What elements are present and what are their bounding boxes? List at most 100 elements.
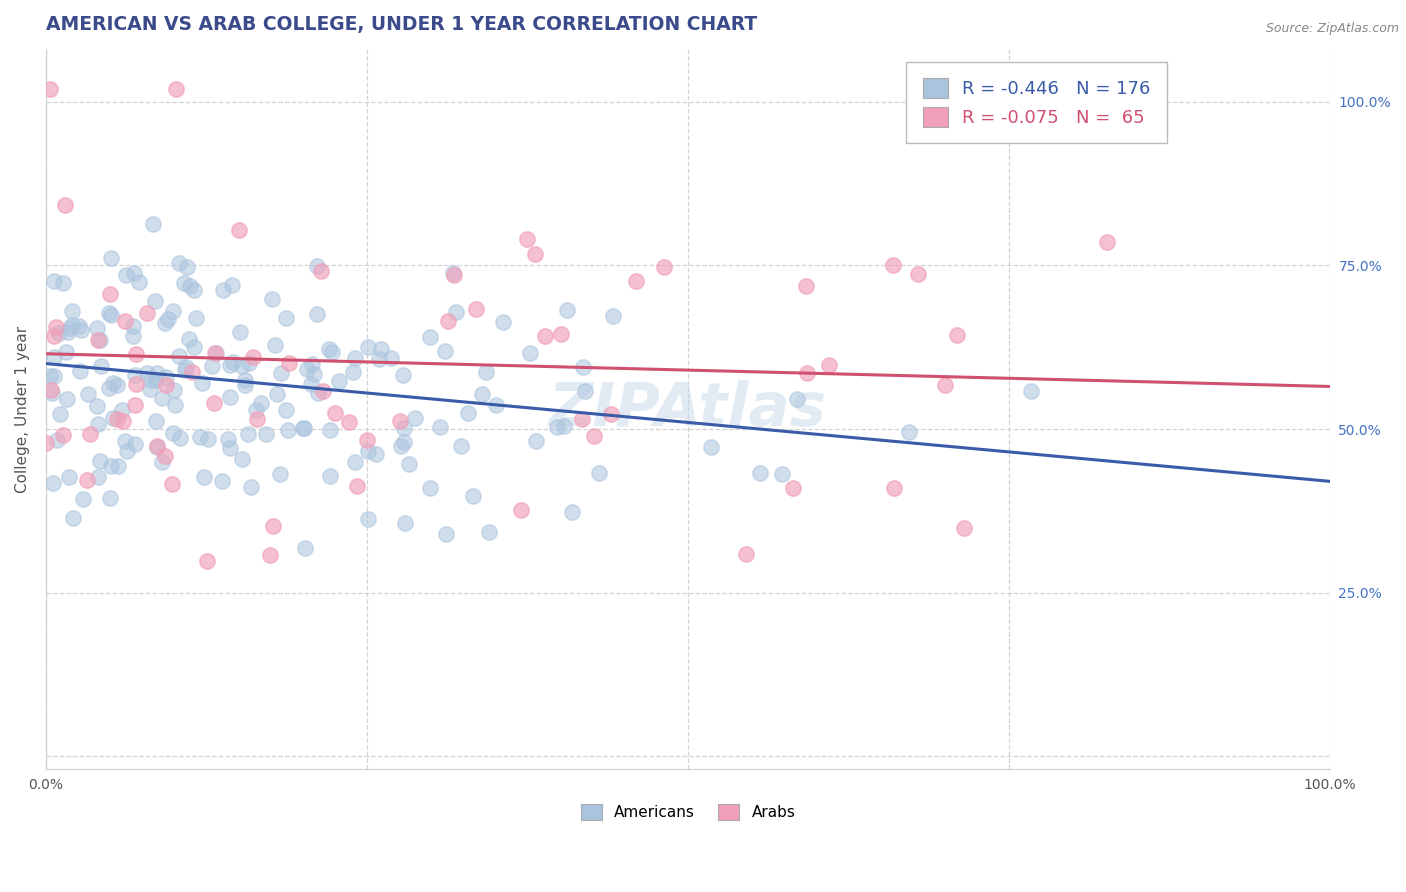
Point bbox=[546, 420, 568, 434]
Point bbox=[770, 467, 793, 481]
Point bbox=[138, 382, 160, 396]
Point bbox=[86, 399, 108, 413]
Point bbox=[443, 268, 465, 283]
Point bbox=[49, 407, 72, 421]
Point bbox=[463, 489, 485, 503]
Point bbox=[176, 359, 198, 374]
Point bbox=[516, 232, 538, 246]
Point bbox=[76, 474, 98, 488]
Point bbox=[602, 309, 624, 323]
Point bbox=[398, 457, 420, 471]
Point bbox=[167, 256, 190, 270]
Point bbox=[259, 549, 281, 563]
Point bbox=[734, 547, 756, 561]
Point bbox=[162, 476, 184, 491]
Point bbox=[114, 314, 136, 328]
Point bbox=[276, 403, 298, 417]
Point bbox=[389, 439, 412, 453]
Point bbox=[167, 350, 190, 364]
Point bbox=[45, 433, 67, 447]
Point bbox=[183, 340, 205, 354]
Point bbox=[142, 217, 165, 231]
Point bbox=[105, 378, 128, 392]
Point bbox=[124, 436, 146, 450]
Point bbox=[56, 325, 79, 339]
Point bbox=[87, 417, 110, 431]
Point bbox=[588, 466, 610, 480]
Point bbox=[162, 303, 184, 318]
Point bbox=[1097, 235, 1119, 249]
Point bbox=[111, 403, 134, 417]
Point bbox=[202, 396, 225, 410]
Point bbox=[394, 516, 416, 530]
Point bbox=[191, 376, 214, 391]
Point bbox=[262, 519, 284, 533]
Point bbox=[217, 432, 239, 446]
Point bbox=[146, 439, 169, 453]
Point bbox=[183, 284, 205, 298]
Point bbox=[305, 259, 328, 273]
Point bbox=[392, 434, 415, 449]
Point bbox=[143, 294, 166, 309]
Point bbox=[100, 309, 122, 323]
Point bbox=[145, 373, 167, 387]
Point bbox=[301, 357, 323, 371]
Point bbox=[571, 412, 593, 426]
Point bbox=[292, 421, 315, 435]
Point bbox=[204, 346, 226, 360]
Point bbox=[155, 378, 177, 392]
Point bbox=[163, 398, 186, 412]
Point bbox=[380, 351, 402, 365]
Point bbox=[98, 491, 121, 505]
Point bbox=[260, 292, 283, 306]
Point bbox=[233, 377, 256, 392]
Point bbox=[582, 429, 605, 443]
Point bbox=[266, 387, 288, 401]
Point bbox=[263, 338, 285, 352]
Point bbox=[368, 352, 391, 367]
Point bbox=[44, 350, 66, 364]
Point bbox=[343, 351, 366, 366]
Point bbox=[231, 451, 253, 466]
Point bbox=[294, 541, 316, 555]
Point bbox=[211, 474, 233, 488]
Point bbox=[122, 266, 145, 280]
Point bbox=[229, 325, 252, 339]
Point bbox=[124, 368, 146, 383]
Point bbox=[150, 391, 173, 405]
Point bbox=[98, 286, 121, 301]
Point bbox=[478, 525, 501, 540]
Point bbox=[193, 470, 215, 484]
Point bbox=[79, 427, 101, 442]
Point bbox=[101, 410, 124, 425]
Point bbox=[67, 318, 90, 333]
Point bbox=[233, 373, 256, 387]
Point bbox=[269, 467, 291, 482]
Point bbox=[184, 311, 207, 326]
Point bbox=[796, 366, 818, 380]
Point bbox=[297, 361, 319, 376]
Point bbox=[441, 266, 464, 280]
Point bbox=[62, 511, 84, 525]
Point bbox=[180, 365, 202, 379]
Point bbox=[277, 423, 299, 437]
Point bbox=[218, 441, 240, 455]
Point bbox=[179, 279, 201, 293]
Point bbox=[624, 274, 647, 288]
Point bbox=[100, 459, 122, 474]
Point bbox=[60, 303, 83, 318]
Point bbox=[156, 311, 179, 326]
Point bbox=[343, 455, 366, 469]
Point bbox=[59, 321, 82, 335]
Point bbox=[219, 390, 242, 404]
Point bbox=[42, 328, 65, 343]
Point bbox=[53, 198, 76, 212]
Y-axis label: College, Under 1 year: College, Under 1 year bbox=[15, 326, 30, 493]
Point bbox=[52, 276, 75, 290]
Point bbox=[519, 346, 541, 360]
Point bbox=[817, 358, 839, 372]
Point bbox=[231, 359, 253, 373]
Point bbox=[404, 410, 426, 425]
Text: ZIPAtlas: ZIPAtlas bbox=[548, 380, 827, 439]
Point bbox=[39, 383, 62, 397]
